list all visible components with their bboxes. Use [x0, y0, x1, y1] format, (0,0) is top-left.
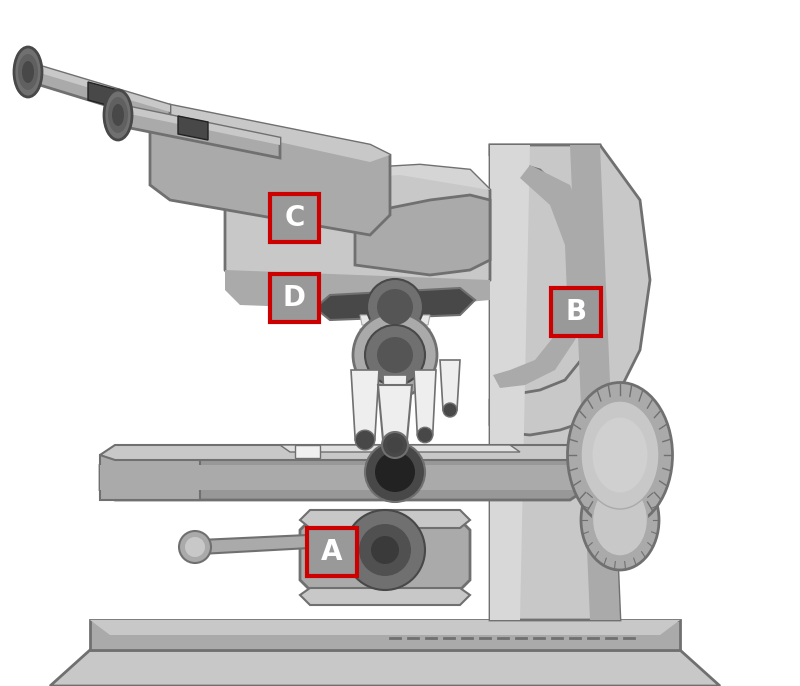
Circle shape [179, 531, 211, 563]
Circle shape [386, 457, 403, 473]
Ellipse shape [14, 47, 42, 97]
Polygon shape [100, 455, 585, 500]
Polygon shape [493, 165, 590, 388]
Ellipse shape [581, 470, 659, 570]
Circle shape [367, 279, 423, 335]
Polygon shape [120, 105, 280, 145]
Polygon shape [178, 116, 208, 140]
Polygon shape [360, 315, 430, 325]
Circle shape [375, 452, 415, 492]
Ellipse shape [593, 418, 647, 493]
Polygon shape [225, 270, 490, 310]
Circle shape [185, 537, 205, 557]
Polygon shape [378, 385, 412, 440]
Text: C: C [284, 204, 305, 232]
Circle shape [418, 427, 433, 442]
Ellipse shape [18, 54, 38, 90]
FancyBboxPatch shape [307, 528, 357, 576]
Polygon shape [225, 165, 490, 310]
Circle shape [359, 524, 411, 576]
Ellipse shape [581, 401, 659, 509]
Polygon shape [360, 343, 430, 353]
Ellipse shape [567, 383, 673, 528]
Text: D: D [283, 285, 306, 312]
Polygon shape [383, 375, 407, 465]
Polygon shape [490, 145, 650, 435]
Polygon shape [100, 445, 585, 460]
Circle shape [371, 536, 399, 564]
Polygon shape [30, 63, 170, 125]
Polygon shape [100, 465, 585, 490]
Polygon shape [570, 145, 620, 620]
Polygon shape [360, 357, 430, 367]
FancyBboxPatch shape [551, 288, 601, 336]
Circle shape [353, 313, 437, 397]
Polygon shape [170, 105, 390, 162]
Polygon shape [88, 82, 118, 108]
Polygon shape [300, 510, 470, 528]
FancyBboxPatch shape [270, 194, 319, 242]
Polygon shape [351, 370, 379, 440]
Circle shape [365, 442, 425, 502]
Polygon shape [414, 370, 436, 435]
Ellipse shape [104, 90, 132, 140]
Polygon shape [150, 105, 390, 235]
Polygon shape [280, 445, 520, 452]
Circle shape [377, 337, 413, 373]
Text: B: B [566, 298, 586, 326]
Circle shape [382, 432, 408, 458]
Polygon shape [490, 145, 530, 620]
Polygon shape [300, 588, 470, 605]
FancyBboxPatch shape [270, 274, 319, 322]
Polygon shape [90, 620, 680, 635]
Text: A: A [322, 539, 342, 566]
Circle shape [387, 437, 403, 453]
Circle shape [355, 430, 374, 450]
Polygon shape [30, 63, 170, 112]
Circle shape [377, 289, 413, 325]
Polygon shape [300, 520, 470, 590]
Polygon shape [240, 165, 490, 190]
Polygon shape [100, 455, 200, 500]
Ellipse shape [108, 97, 128, 133]
Polygon shape [120, 105, 280, 158]
Circle shape [443, 403, 457, 417]
Polygon shape [50, 650, 720, 686]
Polygon shape [295, 445, 320, 458]
Polygon shape [355, 195, 490, 275]
Circle shape [345, 510, 425, 590]
Polygon shape [490, 145, 620, 620]
Polygon shape [200, 535, 310, 554]
Circle shape [365, 325, 425, 385]
Polygon shape [90, 620, 680, 650]
Polygon shape [360, 329, 430, 339]
Ellipse shape [22, 61, 34, 83]
Ellipse shape [593, 484, 647, 556]
Ellipse shape [112, 104, 124, 126]
Polygon shape [360, 371, 430, 381]
Polygon shape [315, 288, 475, 320]
Polygon shape [440, 360, 460, 410]
